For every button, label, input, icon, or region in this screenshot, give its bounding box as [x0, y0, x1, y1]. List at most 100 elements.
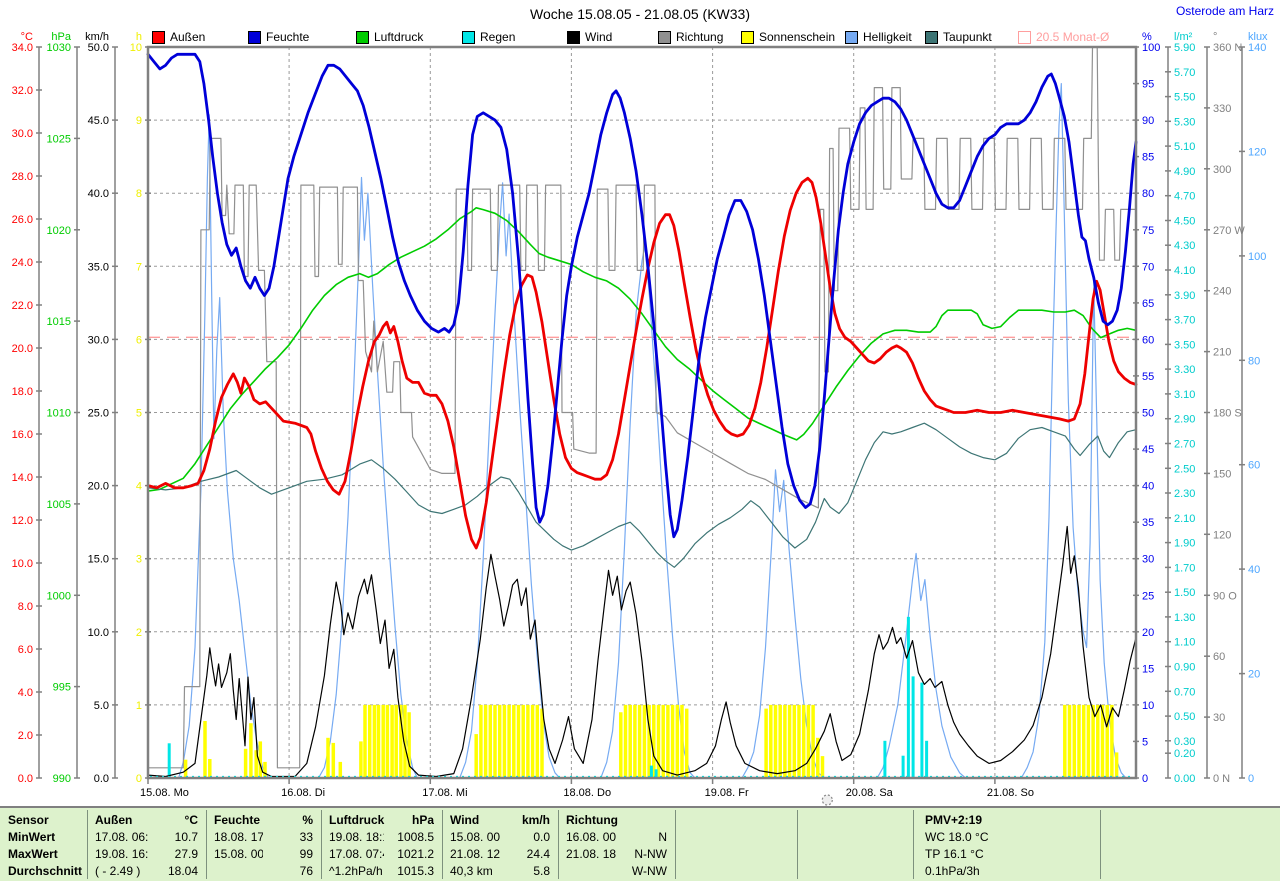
col-header-unit: km/h — [521, 813, 550, 827]
title-bar: Woche 15.08.05 - 21.08.05 (KW33) Osterod… — [0, 0, 1280, 26]
axis-unit-label: hPa — [51, 31, 71, 43]
chart-legend: Außen Feuchte Luftdruck Regen Wind Richtung So… — [0, 29, 1280, 46]
svg-text:5.50: 5.50 — [1174, 92, 1195, 104]
svg-text:990: 990 — [53, 773, 71, 785]
stat-time: 19.08. 18:15 — [329, 830, 384, 844]
stat-value: 10.7 — [174, 830, 198, 844]
svg-text:30.0: 30.0 — [12, 128, 33, 140]
svg-text:1: 1 — [136, 700, 142, 712]
svg-text:35: 35 — [1142, 517, 1154, 529]
stat-time: 21.08. 12:30 — [450, 847, 500, 861]
stat-time: ^1.2hPa/h — [329, 864, 383, 878]
legend-label: Luftdruck — [374, 30, 424, 44]
svg-text:2.70: 2.70 — [1174, 439, 1195, 451]
row-label: Durchschnitt — [8, 864, 83, 878]
svg-text:5.70: 5.70 — [1174, 67, 1195, 79]
svg-text:1015: 1015 — [47, 316, 71, 328]
svg-text:95: 95 — [1142, 79, 1154, 91]
svg-text:4.10: 4.10 — [1174, 265, 1195, 277]
stat-value: 0.0 — [533, 830, 550, 844]
legend-label: Helligkeit — [863, 30, 912, 44]
svg-text:270 W: 270 W — [1213, 225, 1245, 237]
col-header-name: Luftdruck — [329, 813, 385, 827]
axis-unit-label: km/h — [85, 31, 109, 43]
stat-time: 17.08. 06:00 — [95, 830, 148, 844]
table-column-separator — [675, 810, 676, 879]
stat-value: 33 — [299, 830, 313, 844]
stat-value: N — [658, 830, 667, 844]
svg-text:60: 60 — [1213, 651, 1225, 663]
stat-value: 24.4 — [526, 847, 550, 861]
axis-°: 360 N 330 300 270 W 240 210 180 S 150 120 90 O 60 3… — [1204, 31, 1245, 785]
svg-text:16.0: 16.0 — [12, 429, 33, 441]
series-sonnenschein — [183, 704, 1119, 777]
svg-text:0: 0 — [136, 773, 142, 785]
svg-text:3.70: 3.70 — [1174, 315, 1195, 327]
legend-swatch-icon — [925, 30, 938, 44]
svg-text:24.0: 24.0 — [12, 257, 33, 269]
svg-text:100: 100 — [1248, 251, 1266, 263]
svg-text:210: 210 — [1213, 347, 1231, 359]
x-axis-label: 21.08. So — [987, 787, 1034, 799]
svg-text:5.90: 5.90 — [1174, 42, 1195, 54]
legend-item-richtung: Richtung — [658, 29, 723, 45]
svg-text:80: 80 — [1142, 188, 1154, 200]
stat-time: 21.08. 18:45 — [566, 847, 617, 861]
station-name: Osterode am Harz — [1175, 4, 1274, 18]
col-header-name: Wind — [450, 813, 480, 827]
stat-time: ( - 2.49 ) — [95, 864, 141, 878]
legend-label: Wind — [585, 30, 613, 44]
svg-text:35.0: 35.0 — [88, 261, 109, 273]
col-header-name: Außen — [95, 813, 133, 827]
col-header-unit: °C — [184, 813, 198, 827]
svg-text:25: 25 — [1142, 590, 1154, 602]
svg-text:3.30: 3.30 — [1174, 364, 1195, 376]
pmv-line: WC 18.0 °C — [925, 830, 989, 844]
legend-swatch-icon — [741, 30, 754, 44]
svg-text:3.10: 3.10 — [1174, 389, 1195, 401]
svg-text:26.0: 26.0 — [12, 214, 33, 226]
stat-value: 18.04 — [167, 864, 198, 878]
svg-text:12.0: 12.0 — [12, 515, 33, 527]
x-axis-label: 18.08. Do — [563, 787, 611, 799]
svg-text:32.0: 32.0 — [12, 85, 33, 97]
svg-text:120: 120 — [1248, 146, 1266, 158]
pmv-line: TP 16.1 °C — [925, 847, 984, 861]
stat-value: 5.8 — [533, 864, 550, 878]
table-column-separator — [913, 810, 914, 879]
axis-kmh: 50.0 45.0 40.0 35.0 30.0 25.0 20.0 15.0 10.0 5.0 0… — [85, 31, 118, 785]
svg-text:120: 120 — [1213, 529, 1231, 541]
svg-text:5.0: 5.0 — [94, 700, 109, 712]
svg-text:10.0: 10.0 — [12, 558, 33, 570]
grid-lines — [148, 47, 1136, 778]
svg-text:0: 0 — [1142, 773, 1148, 785]
svg-text:0.0: 0.0 — [94, 773, 109, 785]
svg-text:2.30: 2.30 — [1174, 488, 1195, 500]
svg-text:40: 40 — [1142, 481, 1154, 493]
table-column-separator — [206, 810, 207, 879]
legend-item-taupunkt: Taupunkt — [925, 29, 992, 45]
legend-label: Feuchte — [266, 30, 310, 44]
legend-label: Sonnenschein — [759, 30, 836, 44]
svg-text:3.50: 3.50 — [1174, 339, 1195, 351]
axis-klux: 140 120 100 80 60 40 20 0 klux — [1239, 31, 1268, 785]
series-au-en — [146, 176, 1138, 550]
svg-text:45.0: 45.0 — [88, 115, 109, 127]
svg-text:2.10: 2.10 — [1174, 513, 1195, 525]
svg-text:2.90: 2.90 — [1174, 414, 1195, 426]
svg-text:1000: 1000 — [47, 590, 71, 602]
svg-text:90 O: 90 O — [1213, 590, 1237, 602]
svg-text:1010: 1010 — [47, 408, 71, 420]
svg-text:8: 8 — [136, 188, 142, 200]
svg-text:240: 240 — [1213, 286, 1231, 298]
svg-text:1030: 1030 — [47, 42, 71, 54]
svg-text:1020: 1020 — [47, 225, 71, 237]
svg-text:6.0: 6.0 — [18, 644, 33, 656]
series-feuchte — [146, 52, 1138, 539]
svg-text:50: 50 — [1142, 408, 1154, 420]
axis-°C: 34.0 32.0 30.0 28.0 26.0 24.0 22.0 20.0 18.0 16.0… — [12, 31, 42, 785]
x-axis-label: 17.08. Mi — [422, 787, 467, 799]
stat-time: 17.08. 07:45 — [329, 847, 384, 861]
x-axis: 15.08. Mo 16.08. Di 17.08. Mi 18.08. Do 19.0… — [140, 778, 1034, 799]
